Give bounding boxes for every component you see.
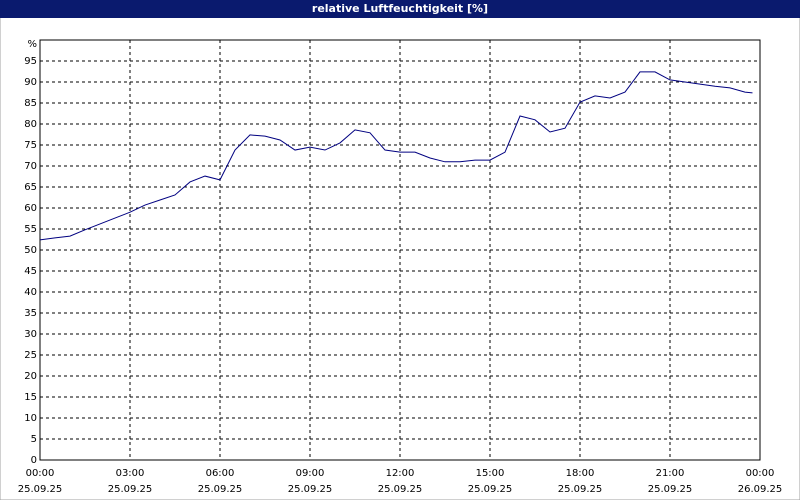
- x-tick-label: 12:00: [386, 468, 415, 479]
- y-tick-label: 70: [24, 161, 37, 172]
- y-tick-label: 55: [24, 224, 37, 235]
- data-line: [39, 71, 753, 241]
- x-tick-date: 25.09.25: [378, 484, 423, 495]
- y-tick-label: 90: [24, 77, 37, 88]
- y-tick-label: 60: [24, 203, 37, 214]
- x-tick-label: 21:00: [656, 468, 685, 479]
- y-tick-label: 40: [24, 287, 37, 298]
- x-tick-label: 03:00: [116, 468, 145, 479]
- y-tick-label: 30: [24, 329, 37, 340]
- y-tick-label: 5: [31, 434, 37, 445]
- y-tick-label: 35: [24, 308, 37, 319]
- x-tick-label: 00:00: [746, 468, 775, 479]
- y-tick-label: 75: [24, 140, 37, 151]
- x-tick-label: 18:00: [566, 468, 595, 479]
- x-tick-label: 00:00: [26, 468, 55, 479]
- x-tick-date: 25.09.25: [18, 484, 63, 495]
- y-tick-label: 65: [24, 182, 37, 193]
- y-tick-label: 25: [24, 350, 37, 361]
- x-tick-date: 25.09.25: [288, 484, 333, 495]
- x-tick-date: 25.09.25: [648, 484, 693, 495]
- x-tick-label: 09:00: [296, 468, 325, 479]
- x-tick-date: 25.09.25: [558, 484, 603, 495]
- y-tick-label: 20: [24, 371, 37, 382]
- x-tick-date: 25.09.25: [198, 484, 243, 495]
- x-tick-label: 15:00: [476, 468, 505, 479]
- x-tick-date: 25.09.25: [108, 484, 153, 495]
- y-tick-label: 95: [24, 56, 37, 67]
- y-tick-label: 45: [24, 266, 37, 277]
- y-tick-label: 50: [24, 245, 37, 256]
- y-tick-label: 80: [24, 119, 37, 130]
- y-tick-label: 15: [24, 392, 37, 403]
- y-tick-label: 10: [24, 413, 37, 424]
- chart-title: relative Luftfeuchtigkeit [%]: [312, 2, 488, 15]
- title-bar: [0, 0, 800, 18]
- x-tick-date: 26.09.25: [738, 484, 783, 495]
- y-tick-label: 0: [31, 455, 37, 466]
- y-tick-label: 85: [24, 98, 37, 109]
- x-tick-date: 25.09.25: [468, 484, 513, 495]
- y-axis-label: %: [27, 39, 37, 50]
- x-tick-label: 06:00: [206, 468, 235, 479]
